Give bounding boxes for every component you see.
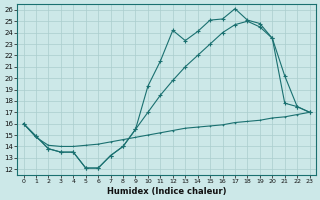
X-axis label: Humidex (Indice chaleur): Humidex (Indice chaleur) — [107, 187, 226, 196]
